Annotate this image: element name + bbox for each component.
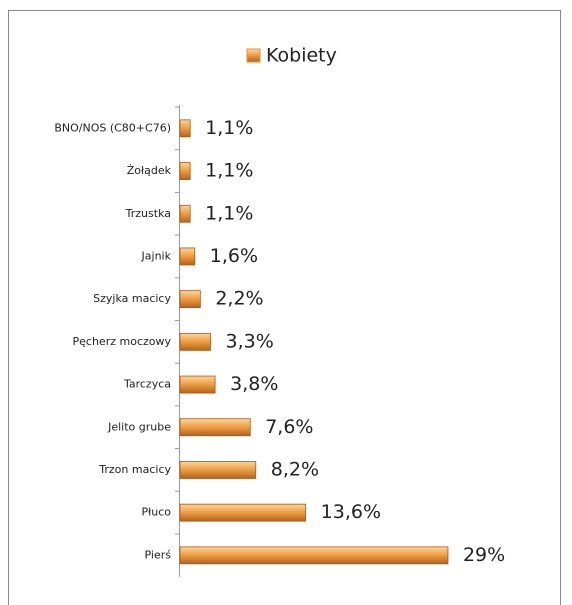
bar [179,503,307,522]
bar [179,290,201,309]
y-tick-label: Płuco [141,506,171,519]
y-tick-label: Szyjka macicy [93,292,171,305]
bar [179,204,191,223]
bar [179,418,251,437]
legend-swatch [246,48,261,63]
legend-label: Kobiety [266,45,337,67]
value-label: 29% [463,544,505,566]
y-tick-label: Jajnik [141,249,172,262]
value-label: 13,6% [321,501,381,523]
y-tick-label: Tarczyca [123,378,171,391]
y-tick-label: Trzustka [125,207,171,220]
value-label: 1,1% [205,202,253,224]
y-tick-label: Jelito grube [107,420,171,433]
bar [179,119,191,138]
value-label: 7,6% [265,416,313,438]
y-tick-label: BNO/NOS (C80+C76) [54,121,171,134]
bar [179,162,191,180]
y-tick-label: Trzon macicy [98,463,171,476]
value-label: 1,6% [210,245,258,267]
value-label: 2,2% [215,288,263,310]
bar [179,546,449,565]
value-label: 3,3% [225,330,273,352]
bar [179,461,257,479]
y-tick-label: Pęcherz moczowy [73,335,172,348]
bar [179,375,216,394]
value-label: 1,1% [205,117,253,139]
value-label: 3,8% [230,373,278,395]
chart-frame [8,10,561,605]
y-tick-label: Pierś [145,548,172,561]
bar [179,247,196,266]
bar [179,332,211,351]
y-tick-label: Żołądek [127,164,172,177]
value-label: 8,2% [271,458,319,480]
value-label: 1,1% [205,160,253,182]
